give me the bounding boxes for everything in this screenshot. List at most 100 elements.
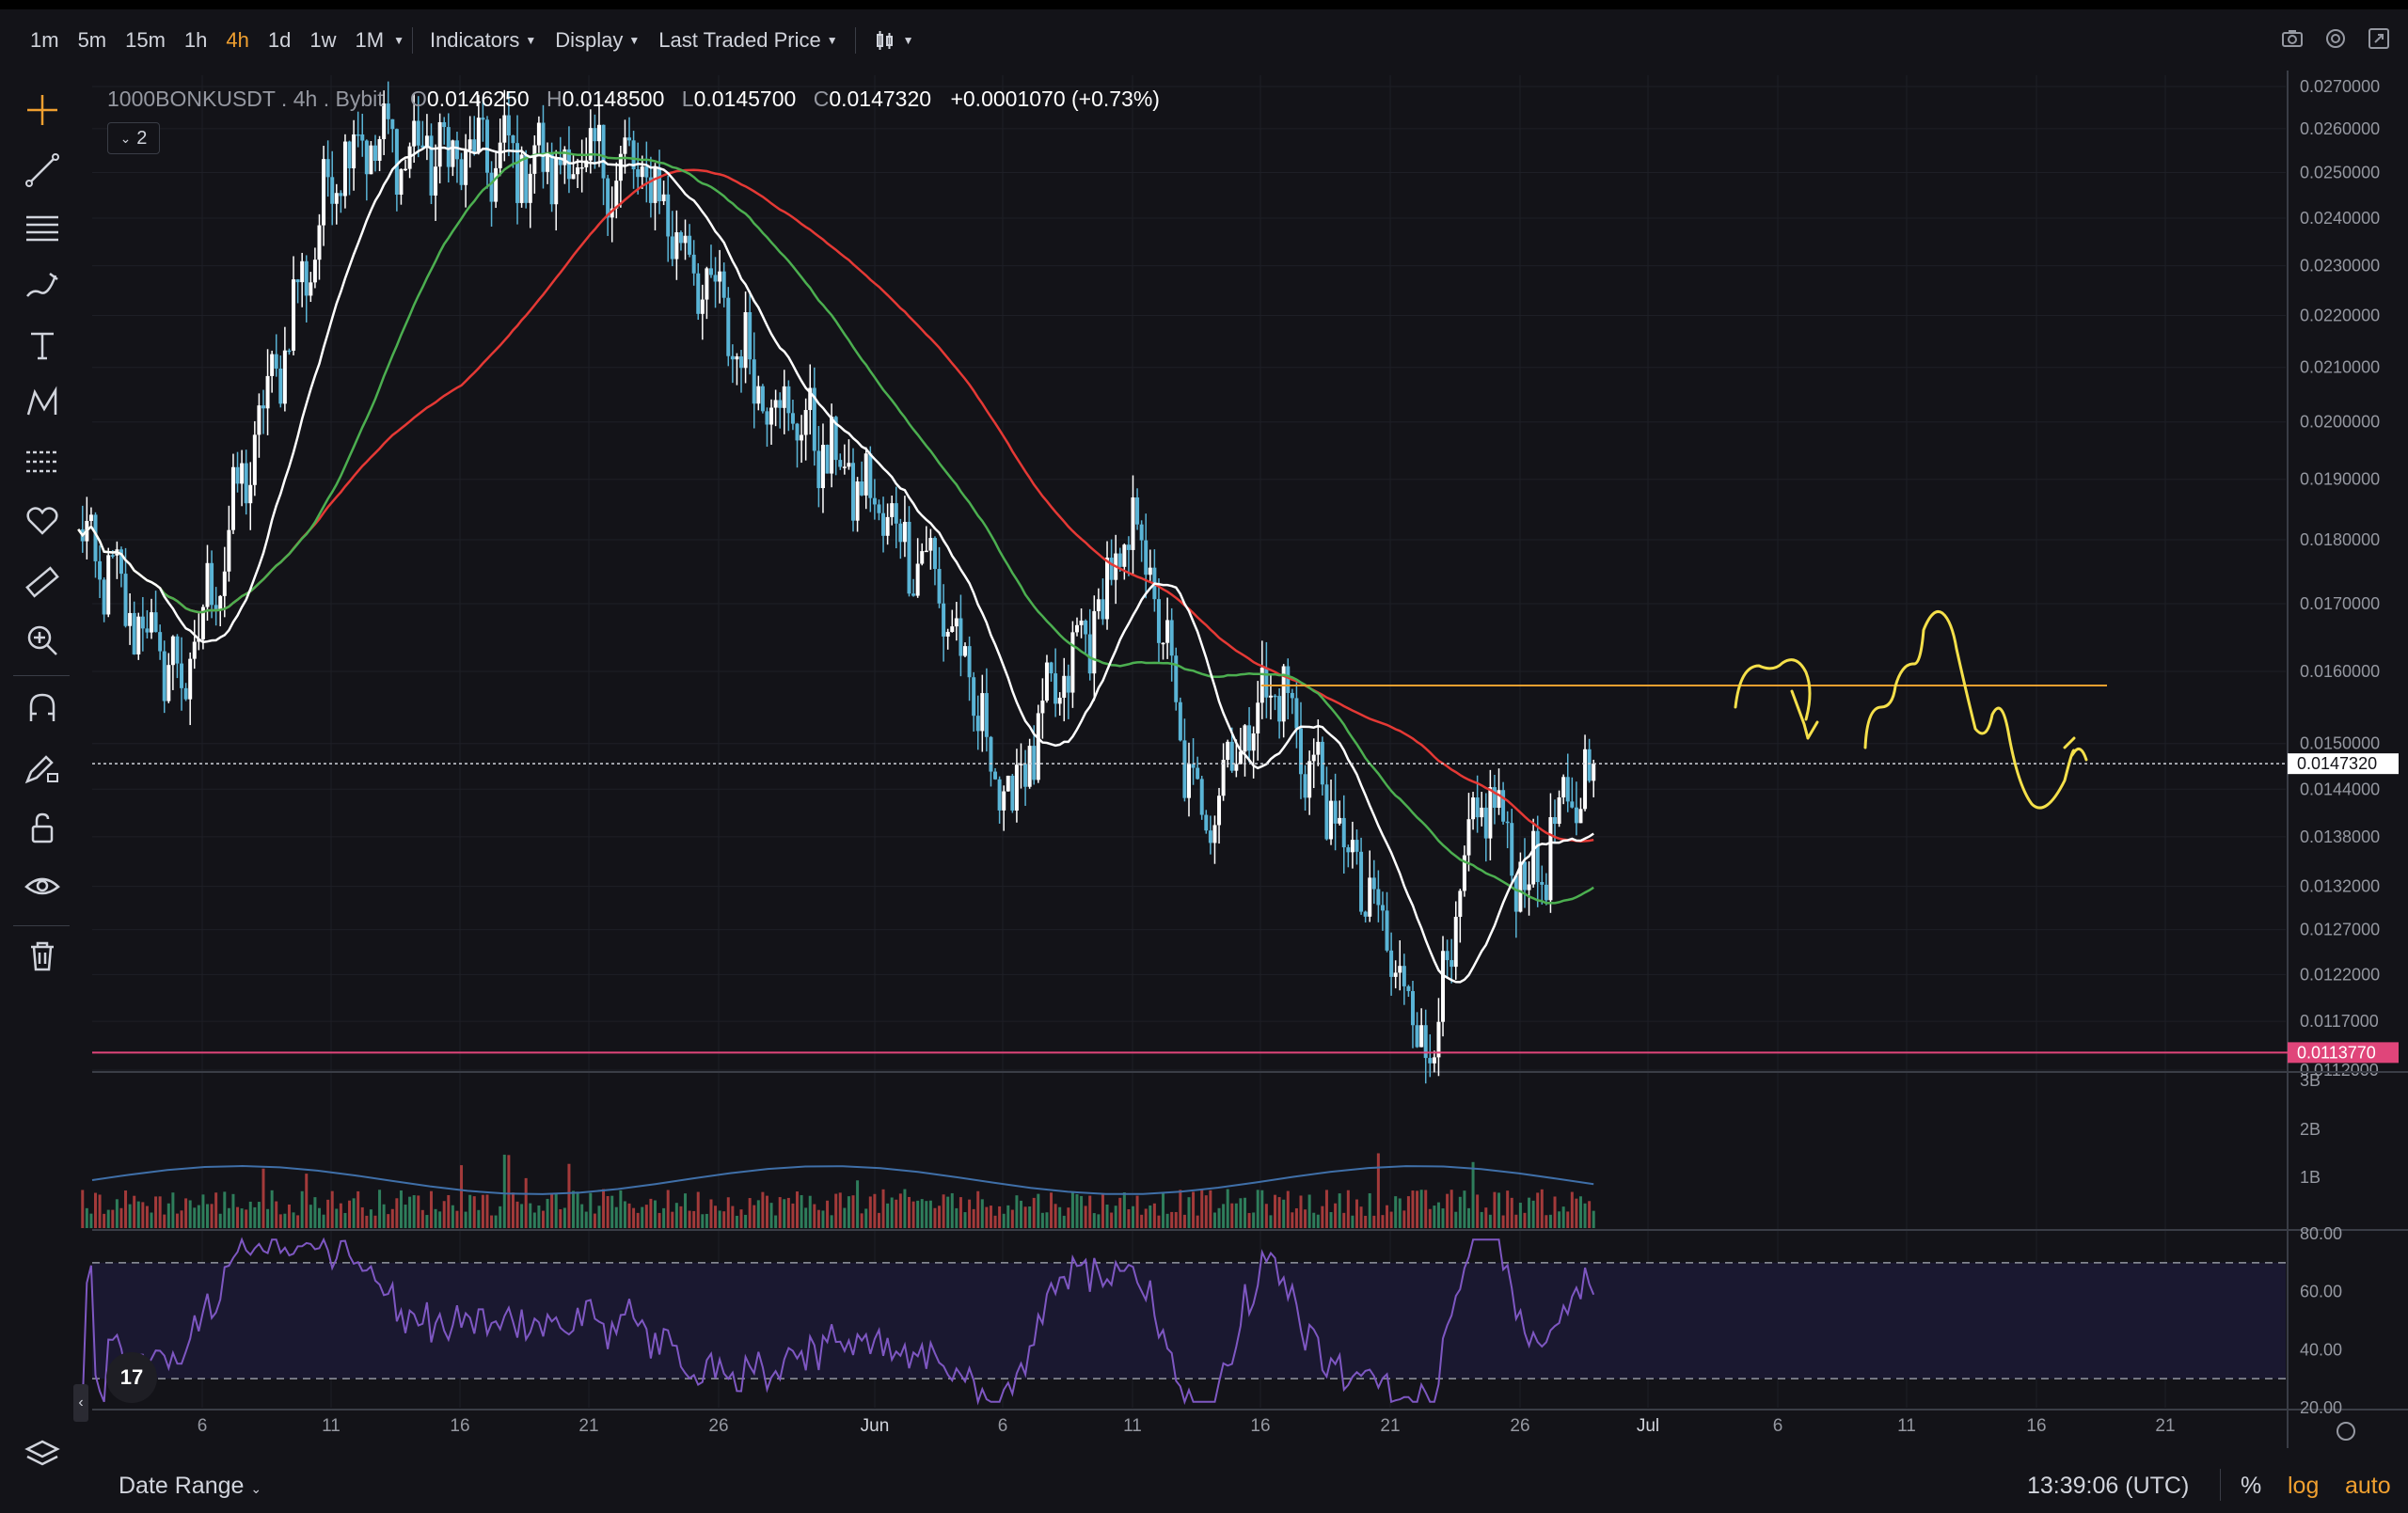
volume-bar <box>1540 1189 1544 1228</box>
auto-toggle[interactable]: auto <box>2345 1473 2391 1499</box>
candle-body <box>1264 667 1269 698</box>
candle-body <box>546 153 550 172</box>
price-source-button[interactable]: Last Traded Price ▼ <box>649 28 847 53</box>
volume-bar <box>395 1198 399 1228</box>
timeframe-more-icon[interactable]: ▼ <box>393 33 404 47</box>
magnet-tool[interactable] <box>21 686 64 730</box>
volume-bar <box>81 1190 85 1228</box>
candle-body <box>1471 797 1476 820</box>
candle-body <box>932 538 937 570</box>
volume-bar <box>197 1205 200 1228</box>
candle-body <box>989 736 993 772</box>
volume-bar <box>769 1203 773 1228</box>
volume-bar <box>305 1174 309 1228</box>
candle-body <box>1096 599 1101 611</box>
candle-body <box>1497 790 1501 809</box>
timeframe-1w[interactable]: 1w <box>309 27 337 52</box>
collapse-sidebar-icon[interactable]: ‹ <box>73 1384 88 1422</box>
candle-body <box>214 605 218 611</box>
utc-clock[interactable]: 13:39:06 (UTC) <box>2027 1473 2190 1499</box>
camera-icon[interactable] <box>2280 26 2305 51</box>
percent-toggle[interactable]: % <box>2241 1473 2262 1499</box>
candle-body <box>975 716 980 732</box>
text-tool[interactable] <box>21 323 64 367</box>
volume-bar <box>1506 1190 1510 1228</box>
timeframe-4h[interactable]: 4h <box>226 27 249 52</box>
volume-bar <box>958 1197 962 1228</box>
timeframe-15m[interactable]: 15m <box>125 27 166 52</box>
timeframe-1h[interactable]: 1h <box>183 27 208 52</box>
lock-tool[interactable] <box>21 807 64 850</box>
layers-tool[interactable] <box>21 1433 64 1476</box>
candle-body <box>140 616 145 629</box>
volume-bar <box>597 1206 601 1228</box>
volume-bar <box>1558 1211 1561 1228</box>
timeframe-1M[interactable]: 1M <box>355 27 385 52</box>
volume-bar <box>490 1215 494 1228</box>
settings-icon[interactable] <box>2323 26 2348 51</box>
candle-body <box>748 311 752 360</box>
trendline-tool[interactable] <box>21 149 64 192</box>
horizontal-lines-tool[interactable] <box>21 207 64 250</box>
volume-bar <box>1480 1211 1483 1228</box>
fullscreen-icon[interactable] <box>2367 26 2391 51</box>
candle-body <box>674 232 679 260</box>
forecast-tool[interactable] <box>21 440 64 483</box>
candle-body <box>312 260 317 283</box>
drawing-mode-tool[interactable] <box>21 747 64 790</box>
price-axis-label: 0.0112000 <box>2300 1061 2379 1080</box>
timeframe-1d[interactable]: 1d <box>267 27 292 52</box>
volume-bar <box>408 1196 412 1228</box>
candle-body <box>1553 817 1558 825</box>
forecast-drawing-1 <box>1734 658 1819 740</box>
candle-body <box>317 225 322 260</box>
timeframe-1m[interactable]: 1m <box>30 27 59 52</box>
timeframe-5m[interactable]: 5m <box>77 27 107 52</box>
volume-bar <box>205 1204 209 1228</box>
measure-tool[interactable] <box>21 560 64 604</box>
hide-tool[interactable] <box>21 865 64 908</box>
candle-body <box>661 194 666 202</box>
volume-bar <box>481 1194 484 1228</box>
favorites-tool[interactable] <box>21 498 64 542</box>
candle-body <box>795 423 800 441</box>
volume-layer <box>81 1153 1595 1228</box>
pattern-tool[interactable] <box>21 382 64 425</box>
candle-body <box>1393 972 1398 977</box>
candle-body <box>1376 889 1381 906</box>
candle-body <box>790 413 795 424</box>
candle-body <box>454 140 459 160</box>
candle-body <box>1488 787 1493 839</box>
tradingview-logo[interactable]: 17 <box>106 1352 157 1403</box>
volume-bar <box>1411 1190 1415 1228</box>
volume-bar <box>1222 1204 1226 1228</box>
candles-icon <box>876 30 893 50</box>
volume-bar <box>253 1206 257 1228</box>
candle-body <box>1212 825 1217 843</box>
log-toggle[interactable]: log <box>2288 1473 2320 1499</box>
crosshair-tool[interactable] <box>21 88 64 132</box>
candle-body <box>610 208 614 218</box>
display-button[interactable]: Display ▼ <box>546 28 649 53</box>
candle-body <box>1226 741 1230 761</box>
candle-body <box>1574 807 1578 824</box>
date-range-button[interactable]: Date Range ⌄ <box>119 1473 261 1500</box>
chart-type-button[interactable]: ▼ <box>863 28 924 53</box>
candle-body <box>1583 749 1588 810</box>
brush-tool[interactable] <box>21 265 64 308</box>
zoom-tool[interactable] <box>21 619 64 662</box>
candle-body <box>1006 775 1010 792</box>
candle-body <box>765 411 769 425</box>
volume-bar <box>1170 1211 1174 1228</box>
remove-tool[interactable] <box>21 935 64 978</box>
candle-body <box>1010 775 1015 811</box>
volume-bar <box>980 1199 984 1228</box>
candle-body <box>1294 698 1299 729</box>
volume-bar <box>1578 1196 1582 1228</box>
candle-body <box>1135 496 1140 525</box>
volume-bar <box>657 1212 661 1228</box>
indicators-button[interactable]: Indicators ▼ <box>420 28 546 53</box>
volume-bar <box>106 1209 110 1228</box>
indicator-collapse-button[interactable]: ⌄ 2 <box>107 122 160 154</box>
